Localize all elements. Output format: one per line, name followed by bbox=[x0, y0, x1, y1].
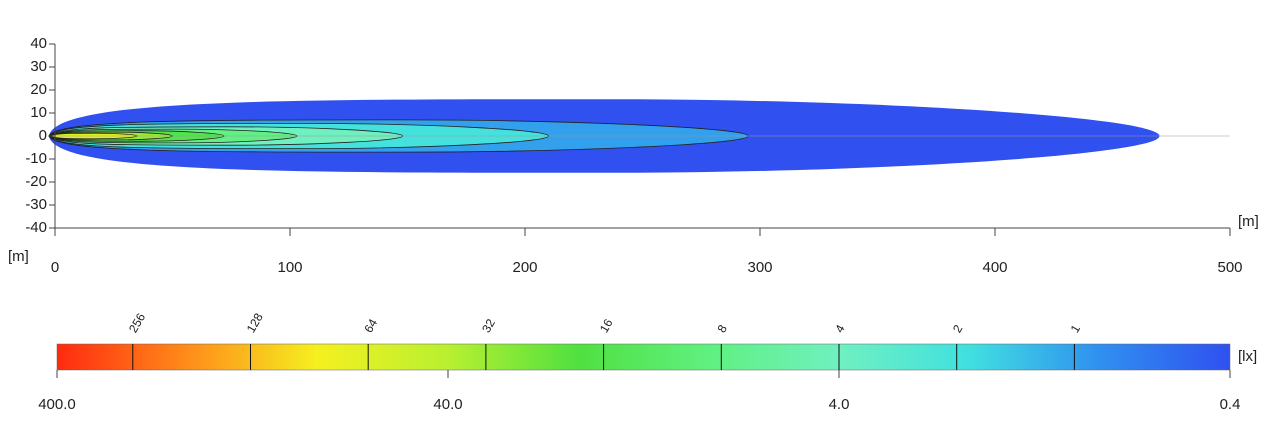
colorbar-level-label: 2 bbox=[950, 322, 966, 335]
x-tick-label: 0 bbox=[51, 259, 59, 276]
colorbar-level-label: 128 bbox=[244, 310, 266, 335]
y-axis-label: [m] bbox=[8, 248, 29, 265]
colorbar-tick-label: 0.4 bbox=[1220, 396, 1241, 413]
y-tick-label: 0 bbox=[39, 127, 47, 144]
y-tick-label: -40 bbox=[25, 219, 47, 236]
colorbar-level-label: 32 bbox=[479, 316, 498, 335]
colorbar-level-label: 1 bbox=[1068, 322, 1084, 335]
x-tick-label: 500 bbox=[1217, 259, 1242, 276]
y-tick-label: 10 bbox=[30, 104, 47, 121]
colorbar-level-label: 64 bbox=[361, 316, 380, 335]
x-tick-label: 200 bbox=[512, 259, 537, 276]
y-tick-label: -30 bbox=[25, 196, 47, 213]
colorbar-level-label: 16 bbox=[597, 316, 616, 335]
colorbar-tick-label: 400.0 bbox=[38, 396, 76, 413]
x-tick-label: 300 bbox=[747, 259, 772, 276]
colorbar-tick-label: 40.0 bbox=[433, 396, 462, 413]
x-tick-label: 100 bbox=[277, 259, 302, 276]
x-axis-label: [m] bbox=[1238, 213, 1259, 230]
plot-area bbox=[48, 99, 1230, 173]
colorbar-unit: [lx] bbox=[1238, 348, 1257, 365]
y-tick-label: 30 bbox=[30, 58, 47, 75]
y-tick-label: -20 bbox=[25, 173, 47, 190]
y-tick-label: 40 bbox=[30, 35, 47, 52]
colorbar-level-label: 8 bbox=[715, 322, 731, 335]
colorbar-level-label: 4 bbox=[832, 322, 848, 335]
colorbar-tick-label: 4.0 bbox=[829, 396, 850, 413]
y-tick-label: -10 bbox=[25, 150, 47, 167]
colorbar-level-label: 256 bbox=[126, 310, 148, 335]
x-tick-label: 400 bbox=[982, 259, 1007, 276]
y-tick-label: 20 bbox=[30, 81, 47, 98]
colorbar bbox=[56, 343, 1231, 371]
